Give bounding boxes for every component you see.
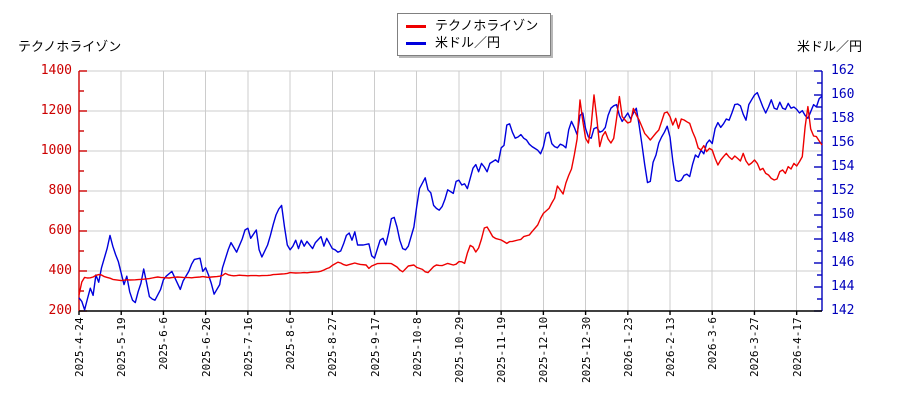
x-axis-date-label: 2025-8-6 — [284, 317, 297, 370]
x-axis-date-label: 2025-9-17 — [369, 317, 382, 377]
right-axis-tick-label: 160 — [831, 87, 854, 103]
x-axis-date-label: 2025-10-8 — [411, 317, 424, 377]
x-axis-date-label: 2025-5-19 — [115, 317, 128, 377]
right-axis-tick-label: 154 — [831, 159, 854, 175]
x-axis-date-label: 2025-8-27 — [326, 317, 339, 377]
x-axis-date-label: 2025-7-16 — [242, 317, 255, 377]
right-axis-tick-label: 150 — [831, 207, 854, 223]
left-axis-tick-label: 1400 — [28, 63, 72, 79]
x-axis-date-label: 2025-12-10 — [537, 317, 550, 383]
x-axis-date-label: 2026-3-6 — [706, 317, 719, 370]
x-axis-date-label: 2026-1-23 — [622, 317, 635, 377]
x-axis-date-label: 2025-11-19 — [495, 317, 508, 383]
left-axis-tick-label: 200 — [28, 303, 72, 319]
x-axis-date-label: 2026-2-13 — [664, 317, 677, 377]
series-line-stock — [79, 95, 822, 295]
x-axis-date-label: 2026-4-17 — [791, 317, 804, 377]
left-axis-tick-label: 1200 — [28, 103, 72, 119]
x-axis-date-label: 2025-12-30 — [580, 317, 593, 383]
right-axis-tick-label: 152 — [831, 183, 854, 199]
right-axis-tick-label: 162 — [831, 63, 854, 79]
left-axis-tick-label: 800 — [28, 183, 72, 199]
x-axis-date-label: 2025-4-24 — [73, 317, 86, 377]
right-axis-tick-label: 156 — [831, 135, 854, 151]
right-axis-tick-label: 148 — [831, 231, 854, 247]
right-axis-tick-label: 146 — [831, 255, 854, 271]
x-axis-date-label: 2026-3-27 — [748, 317, 761, 377]
x-axis-date-label: 2025-6-6 — [157, 317, 170, 370]
left-axis-tick-label: 400 — [28, 263, 72, 279]
left-axis-tick-label: 600 — [28, 223, 72, 239]
right-axis-tick-label: 142 — [831, 303, 854, 319]
left-axis-tick-label: 1000 — [28, 143, 72, 159]
right-axis-tick-label: 158 — [831, 111, 854, 127]
x-axis-date-label: 2025-6-26 — [200, 317, 213, 377]
chart-root: テクノホライゾン 米ドル／円 テクノホライゾン 米ドル／円 2004006008… — [0, 0, 900, 400]
x-axis-date-label: 2025-10-29 — [453, 317, 466, 383]
right-axis-tick-label: 144 — [831, 279, 854, 295]
plot-area — [0, 0, 900, 400]
